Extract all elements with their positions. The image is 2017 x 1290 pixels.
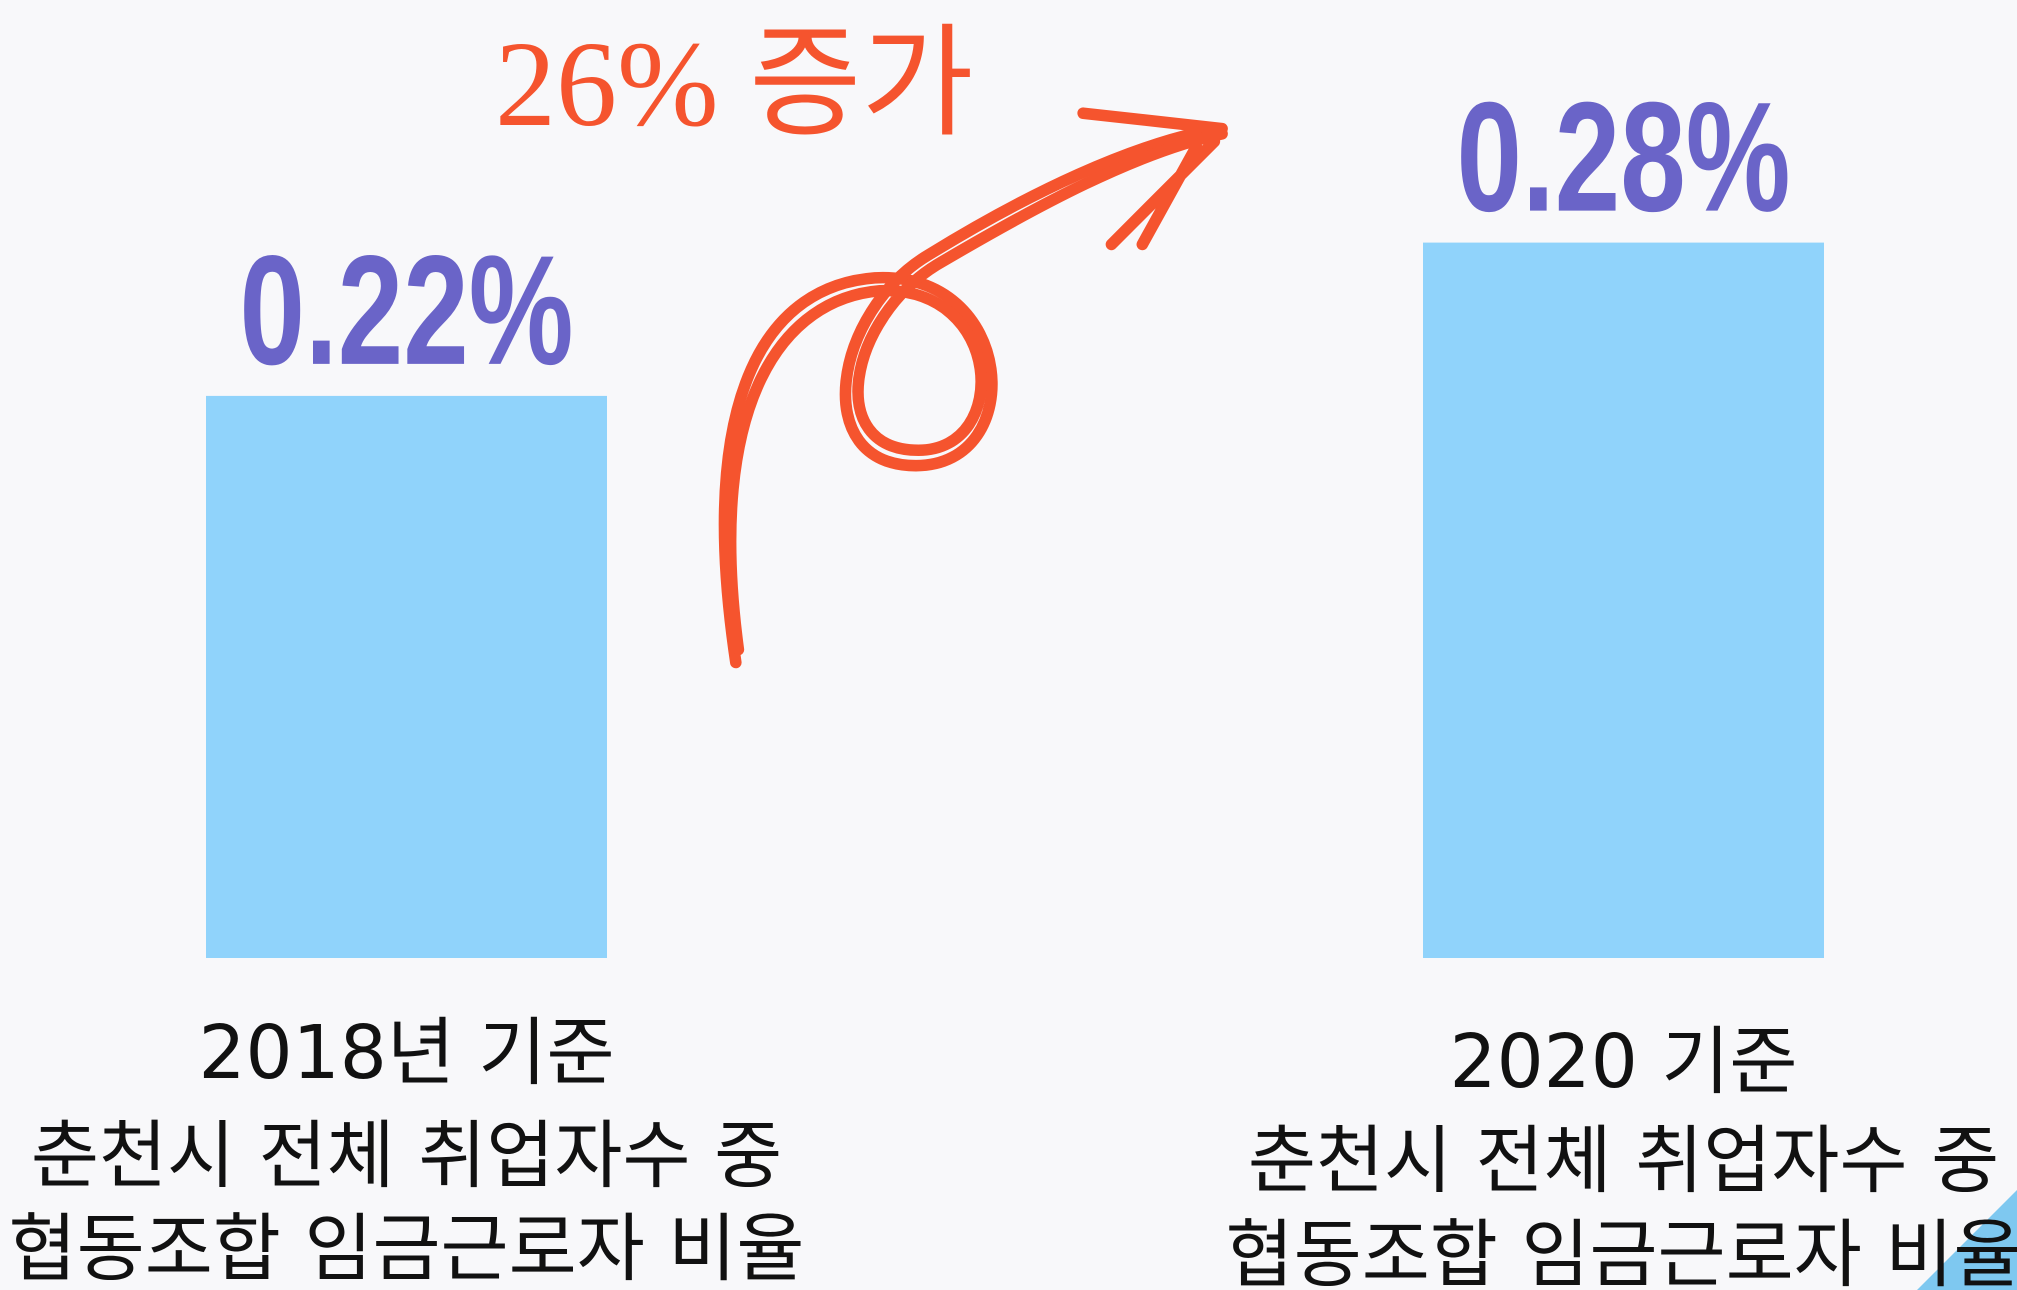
bar xyxy=(1423,242,1824,959)
increase-arrow xyxy=(718,107,1228,669)
bar xyxy=(206,395,607,958)
category-label: 2020 기준 xyxy=(1449,1019,1797,1105)
value-label: 0.28% xyxy=(1457,71,1791,245)
value-label: 0.22% xyxy=(240,224,574,398)
annotation: 26% 증가 xyxy=(495,17,974,152)
corner-decoration xyxy=(1917,1190,2017,1290)
category-label: 춘천시 전체 취업자수 중 xyxy=(1248,1118,1999,1204)
category-label: 춘천시 전체 취업자수 중 xyxy=(31,1113,782,1199)
category-label: 2018년 기준 xyxy=(198,1010,614,1096)
category-label: 협동조합 임금근로자 비율 xyxy=(9,1206,805,1290)
category-label: 협동조합 임금근로자 비율 xyxy=(1226,1212,2017,1290)
